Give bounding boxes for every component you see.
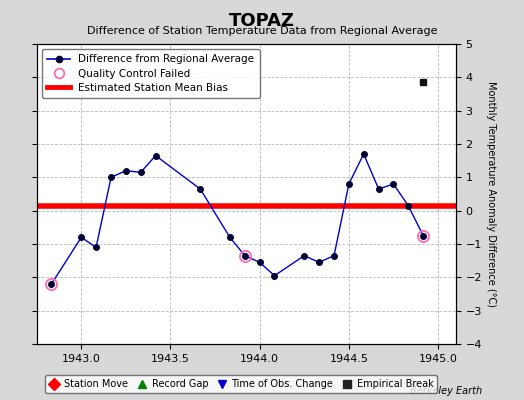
Legend: Station Move, Record Gap, Time of Obs. Change, Empirical Break: Station Move, Record Gap, Time of Obs. C… [45,375,438,393]
Text: Difference of Station Temperature Data from Regional Average: Difference of Station Temperature Data f… [87,26,437,36]
Text: Berkeley Earth: Berkeley Earth [410,386,482,396]
Text: TOPAZ: TOPAZ [229,12,295,30]
Legend: Difference from Regional Average, Quality Control Failed, Estimated Station Mean: Difference from Regional Average, Qualit… [42,49,259,98]
Y-axis label: Monthly Temperature Anomaly Difference (°C): Monthly Temperature Anomaly Difference (… [486,81,496,307]
